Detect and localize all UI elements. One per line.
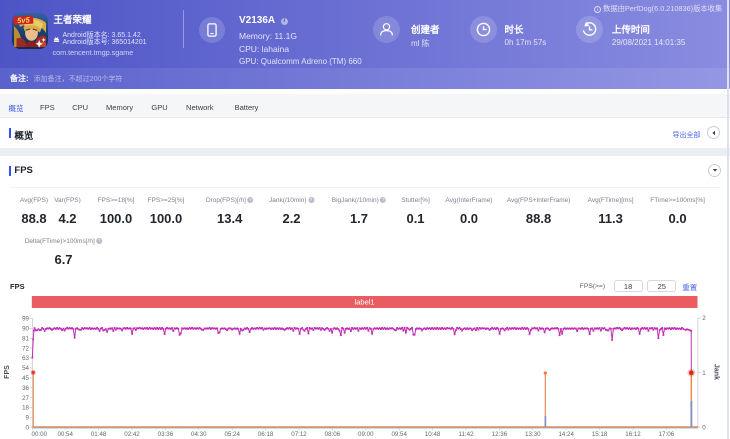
svg-text:5v5: 5v5	[16, 15, 30, 25]
svg-text:18: 18	[22, 405, 29, 412]
svg-text:00:00: 00:00	[32, 431, 48, 438]
svg-text:81: 81	[22, 336, 29, 343]
svg-text:11:42: 11:42	[458, 431, 474, 438]
svg-text:09:54: 09:54	[391, 431, 407, 438]
svg-text:1: 1	[702, 370, 706, 377]
svg-text:04:30: 04:30	[191, 431, 207, 438]
svg-text:00:54: 00:54	[57, 431, 73, 438]
svg-text:0: 0	[702, 424, 706, 431]
svg-text:label1: label1	[355, 297, 375, 306]
svg-text:13:30: 13:30	[525, 431, 541, 438]
svg-text:02:42: 02:42	[124, 431, 140, 438]
svg-text:08:06: 08:06	[325, 431, 341, 438]
svg-text:99: 99	[22, 316, 29, 323]
svg-text:05:24: 05:24	[224, 431, 240, 438]
svg-text:72: 72	[22, 345, 29, 352]
svg-text:09:00: 09:00	[358, 431, 374, 438]
svg-text:90: 90	[22, 326, 29, 333]
svg-text:06:18: 06:18	[258, 431, 274, 438]
svg-text:54: 54	[22, 365, 29, 372]
svg-text:17:06: 17:06	[659, 431, 675, 438]
svg-text:07:12: 07:12	[291, 431, 307, 438]
svg-text:FPS: FPS	[4, 365, 11, 379]
svg-text:0: 0	[26, 424, 30, 431]
svg-text:27: 27	[22, 395, 29, 402]
svg-text:63: 63	[22, 355, 29, 362]
svg-text:36: 36	[22, 385, 29, 392]
svg-text:15:18: 15:18	[592, 431, 608, 438]
svg-text:2: 2	[702, 315, 706, 322]
svg-text:16:12: 16:12	[625, 431, 641, 438]
svg-text:9: 9	[26, 415, 30, 422]
svg-text:10:48: 10:48	[425, 431, 441, 438]
svg-text:01:48: 01:48	[91, 431, 107, 438]
svg-text:12:36: 12:36	[492, 431, 508, 438]
svg-text:14:24: 14:24	[558, 431, 574, 438]
svg-text:Jank: Jank	[713, 364, 720, 380]
svg-text:45: 45	[22, 375, 29, 382]
svg-text:03:36: 03:36	[158, 431, 174, 438]
